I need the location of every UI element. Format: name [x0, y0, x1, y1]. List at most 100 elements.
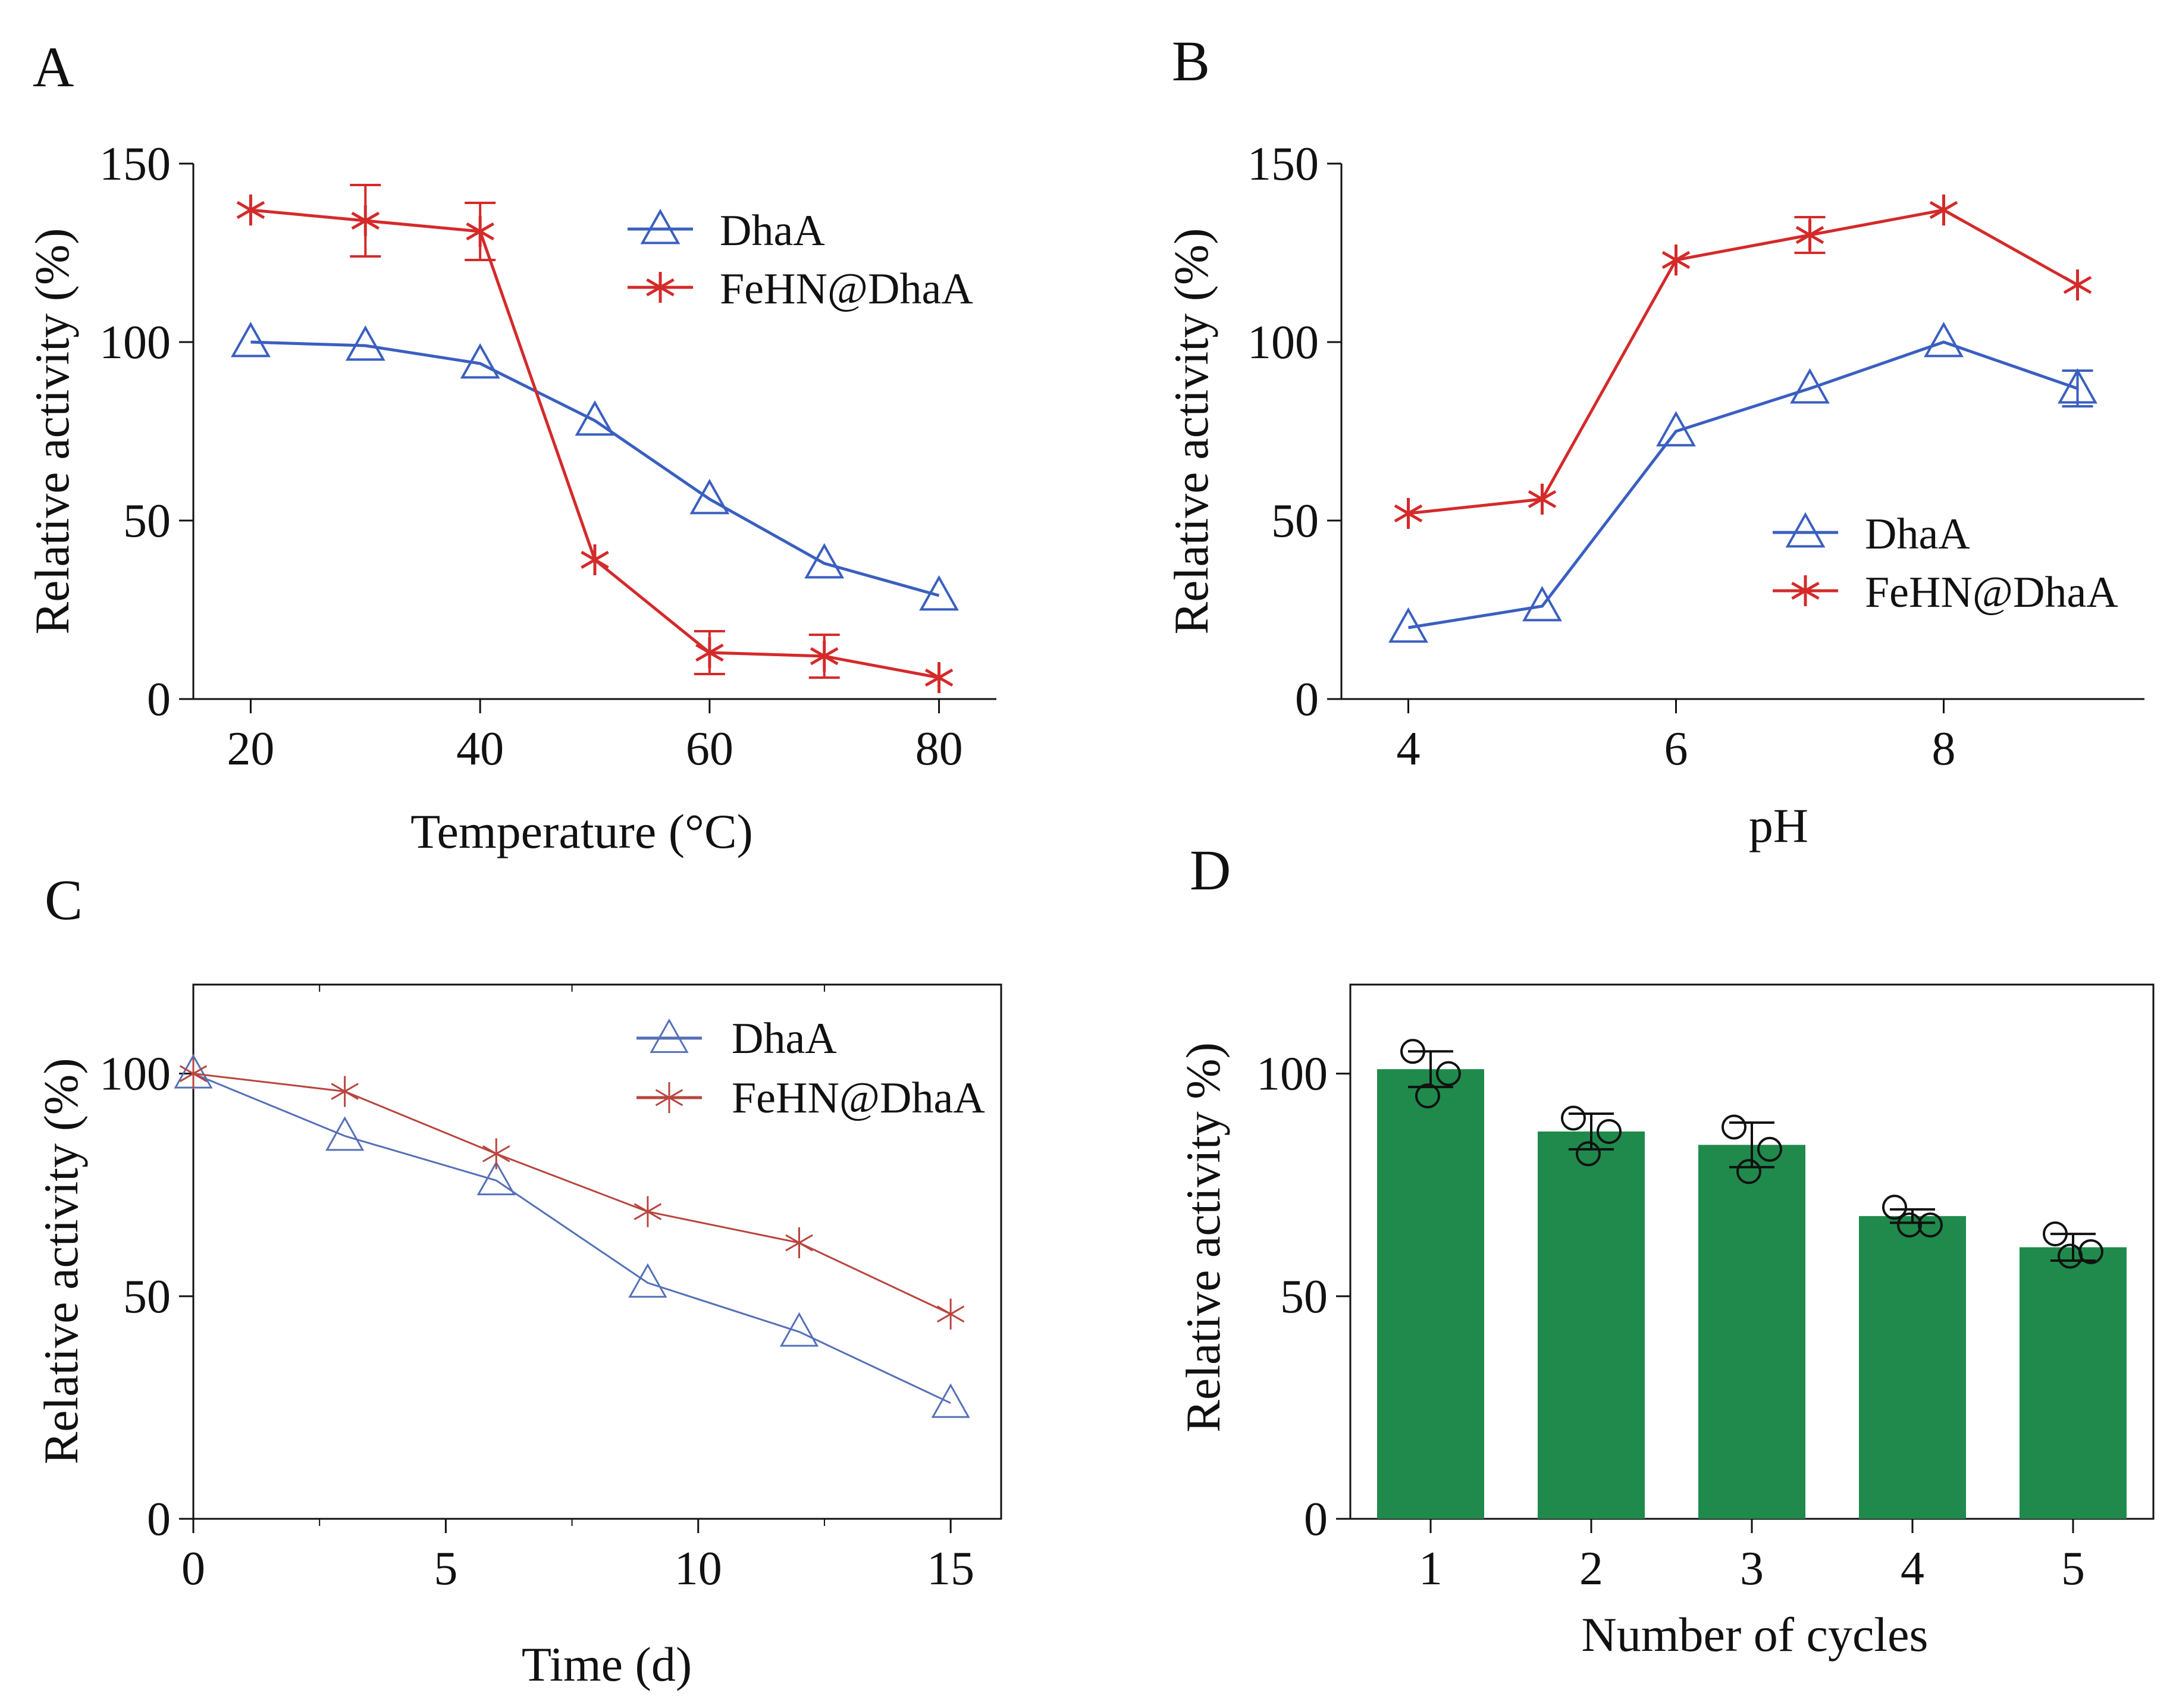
panel-c-chart: 0 50 100 0 5 10 15 Time (d) Relative activity … [34, 983, 1002, 1691]
panel-c-legend-label-dhaa: DhaA [732, 1014, 837, 1063]
panel-b-ytick-label-2: 100 [1247, 316, 1319, 369]
panel-d-point-4-3 [1897, 1212, 1922, 1238]
panel-c-series-1-point-0 [179, 1058, 208, 1089]
panel-b-series-0-point-0 [1388, 607, 1428, 643]
panel-b-series-0-point-2 [1656, 410, 1696, 447]
panel-b-series-1-point-4 [1929, 195, 1958, 225]
panel-b-legend-marker-fehn [1773, 575, 1838, 606]
panel-b-series-0-line [1408, 340, 2078, 629]
panel-b-series-0-point-4 [1924, 321, 1964, 358]
panel-a-series-1-point-6 [924, 662, 954, 693]
panel-c-series-1-point-3 [634, 1196, 662, 1227]
panel-d-ylabel: Relative activity %) [1176, 1042, 1230, 1433]
panel-d-point-3-2 [1757, 1136, 1782, 1162]
panel-c-xtick-label-1: 5 [434, 1543, 457, 1595]
panel-d-plot: 0 50 100 1 2 3 4 5 [1256, 983, 2155, 1595]
panel-b-xtick-label-0: 4 [1397, 723, 1421, 775]
panel-c-ytick-label-1: 50 [123, 1271, 171, 1323]
panel-c-xtick-label-0: 0 [181, 1543, 205, 1595]
panel-c-legend-label-fehn: FeHN@DhaA [732, 1074, 985, 1123]
panel-b-series-1-point-2 [1661, 245, 1691, 275]
panel-d-point-4-2 [1918, 1212, 1943, 1238]
panel-a-legend-label-fehn: FeHN@DhaA [720, 265, 973, 314]
panel-d-point-5-1 [2043, 1221, 2068, 1247]
panel-a-xtick-label-2: 60 [686, 723, 733, 775]
panel-a-xtick-label-0: 20 [227, 723, 274, 775]
panel-c-ytick-label-2: 100 [99, 1048, 171, 1101]
panel-letter-a: A [33, 35, 74, 99]
panel-d-point-3-3 [1736, 1159, 1761, 1184]
panel-d-point-2-1 [1561, 1105, 1586, 1131]
panel-d-point-2-3 [1576, 1141, 1601, 1167]
panel-a-series-0-point-5 [804, 543, 845, 579]
panel-d-xtick-label-0: 1 [1419, 1543, 1443, 1595]
panel-b-series-0-point-3 [1790, 368, 1830, 404]
panel-c-legend-marker-fehn [636, 1082, 702, 1113]
panel-c-series-0-point-2 [476, 1161, 516, 1196]
panel-b-series-1-point-5 [2063, 269, 2092, 300]
panel-a-ytick-label-1: 50 [123, 495, 171, 547]
panel-c-xtick-label-3: 15 [927, 1543, 974, 1595]
panel-d-point-1-3 [1415, 1083, 1440, 1109]
panel-c-series-0-point-3 [628, 1263, 667, 1298]
panel-c-series-1-point-4 [785, 1227, 813, 1259]
panel-a-legend-marker-fehn [628, 272, 693, 303]
panel-a-series-0-point-4 [689, 478, 730, 515]
panel-a-ytick-label-3: 150 [99, 138, 171, 190]
panel-d-xlabel: Number of cycles [1582, 1607, 1929, 1662]
panel-d-point-5-3 [2058, 1243, 2083, 1269]
panel-d-chart: 0 50 100 1 2 3 4 5 Number of cycles Relative ac… [1176, 983, 2155, 1662]
panel-c-series-0-point-1 [325, 1116, 365, 1151]
panel-b-xtick-label-2: 8 [1932, 723, 1956, 775]
panel-a-series-0-point-6 [919, 575, 959, 611]
panel-d-ytick-label-2: 100 [1256, 1048, 1328, 1101]
panel-b-series-1-point-1 [1528, 484, 1557, 515]
panel-c-xtick-label-2: 10 [675, 1543, 722, 1595]
panel-c-xlabel: Time (d) [522, 1637, 692, 1691]
panel-a-ytick-label-2: 100 [99, 316, 171, 369]
panel-a-series-1-point-3 [581, 544, 609, 575]
panel-d-xtick-label-2: 3 [1740, 1543, 1764, 1595]
panel-a-xlabel: Temperature (°C) [410, 804, 753, 858]
panel-c-plot: 0 50 100 0 5 10 15 [99, 983, 1002, 1595]
panel-a-series-0-point-2 [460, 343, 500, 379]
panel-b-series-1-point-3 [1795, 220, 1824, 250]
panel-b-plot: 0 50 100 150 4 6 8 [1247, 138, 2144, 775]
panel-b-xtick-label-1: 6 [1664, 723, 1688, 775]
panel-c-series-1-line [193, 1073, 951, 1315]
panel-d-xtick-label-1: 2 [1579, 1543, 1603, 1595]
panel-d-xtick-label-4: 5 [2061, 1543, 2085, 1595]
panel-b-chart: 0 50 100 150 4 6 8 pH Relative activity (%) Dh… [1164, 138, 2144, 853]
panel-d-ytick-label-1: 50 [1280, 1271, 1328, 1323]
panel-c-series-1-point-1 [331, 1076, 359, 1107]
panel-c-axes-frame [192, 983, 1002, 1520]
panel-b-legend: DhaA FeHN@DhaA [1773, 510, 2118, 617]
panel-d-ytick-label-0: 0 [1304, 1493, 1328, 1546]
panel-b-ytick-label-3: 150 [1247, 138, 1319, 190]
panel-c-legend: DhaA FeHN@DhaA [636, 1014, 985, 1123]
panel-d-xtick-label-3: 4 [1901, 1543, 1924, 1595]
panel-d-bar-1 [1377, 1069, 1484, 1519]
panel-b-ytick-label-0: 0 [1295, 673, 1319, 726]
panel-a-series-1-point-5 [810, 641, 839, 672]
panel-d-bar-2 [1538, 1131, 1645, 1519]
panel-b-xlabel: pH [1749, 798, 1808, 853]
panel-letter-c: C [45, 868, 83, 932]
panel-letter-d: D [1190, 838, 1231, 902]
panel-a-legend: DhaA FeHN@DhaA [628, 206, 973, 314]
panel-b-ytick-label-1: 50 [1271, 495, 1319, 547]
panel-c-ylabel: Relative activity (%) [34, 1058, 88, 1464]
panel-a-legend-label-dhaa: DhaA [720, 206, 825, 255]
panel-b-series-0-point-1 [1522, 585, 1562, 622]
panel-d-bar-5 [2020, 1247, 2127, 1519]
panel-b-ylabel: Relative activity (%) [1164, 228, 1218, 634]
panel-c-series-0-line [193, 1073, 951, 1404]
panel-b-legend-label-dhaa: DhaA [1865, 510, 1970, 559]
panel-a-ytick-label-0: 0 [147, 673, 171, 726]
panel-a-series-1-point-2 [466, 216, 494, 247]
panel-c-series-0-point-5 [931, 1383, 970, 1418]
panel-a-series-0-point-1 [345, 325, 385, 361]
panel-c-series-1-point-5 [936, 1298, 965, 1330]
panel-d-point-1-2 [1436, 1061, 1461, 1086]
